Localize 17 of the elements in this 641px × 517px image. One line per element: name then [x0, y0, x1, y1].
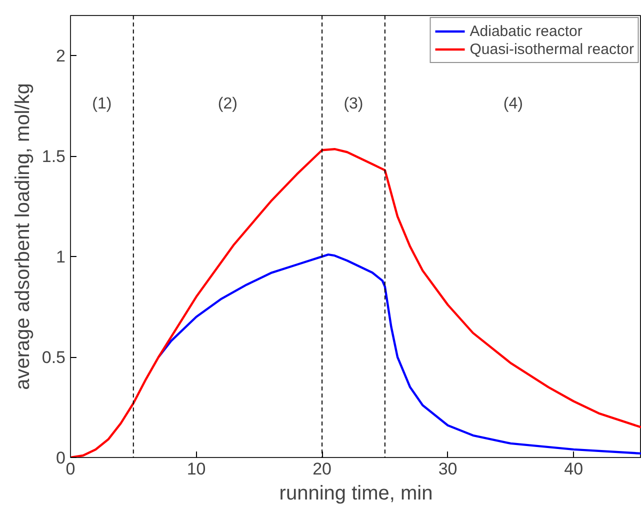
annotation: (1) — [92, 95, 112, 112]
x-tick-label: 40 — [564, 460, 584, 478]
x-axis-title: running time, min — [279, 482, 433, 504]
annotation: (3) — [344, 95, 364, 112]
y-axis-title: average adsorbent loading, mol/kg — [12, 83, 34, 390]
legend-label: Adiabatic reactor — [470, 22, 582, 40]
y-tick-label: 1 — [56, 248, 66, 267]
line-series — [157, 253, 641, 455]
y-tick-label: 2 — [56, 46, 66, 66]
annotation: (4) — [503, 95, 523, 112]
x-tick-label: 30 — [438, 460, 458, 478]
legend-label: Quasi-isothermal reactor — [470, 40, 634, 58]
x-tick-label: 10 — [186, 460, 206, 478]
x-tick-label: 20 — [312, 460, 332, 478]
annotation: (2) — [218, 95, 238, 112]
y-tick-label: 0.5 — [42, 348, 66, 368]
y-tick-label: 1.5 — [42, 147, 66, 166]
